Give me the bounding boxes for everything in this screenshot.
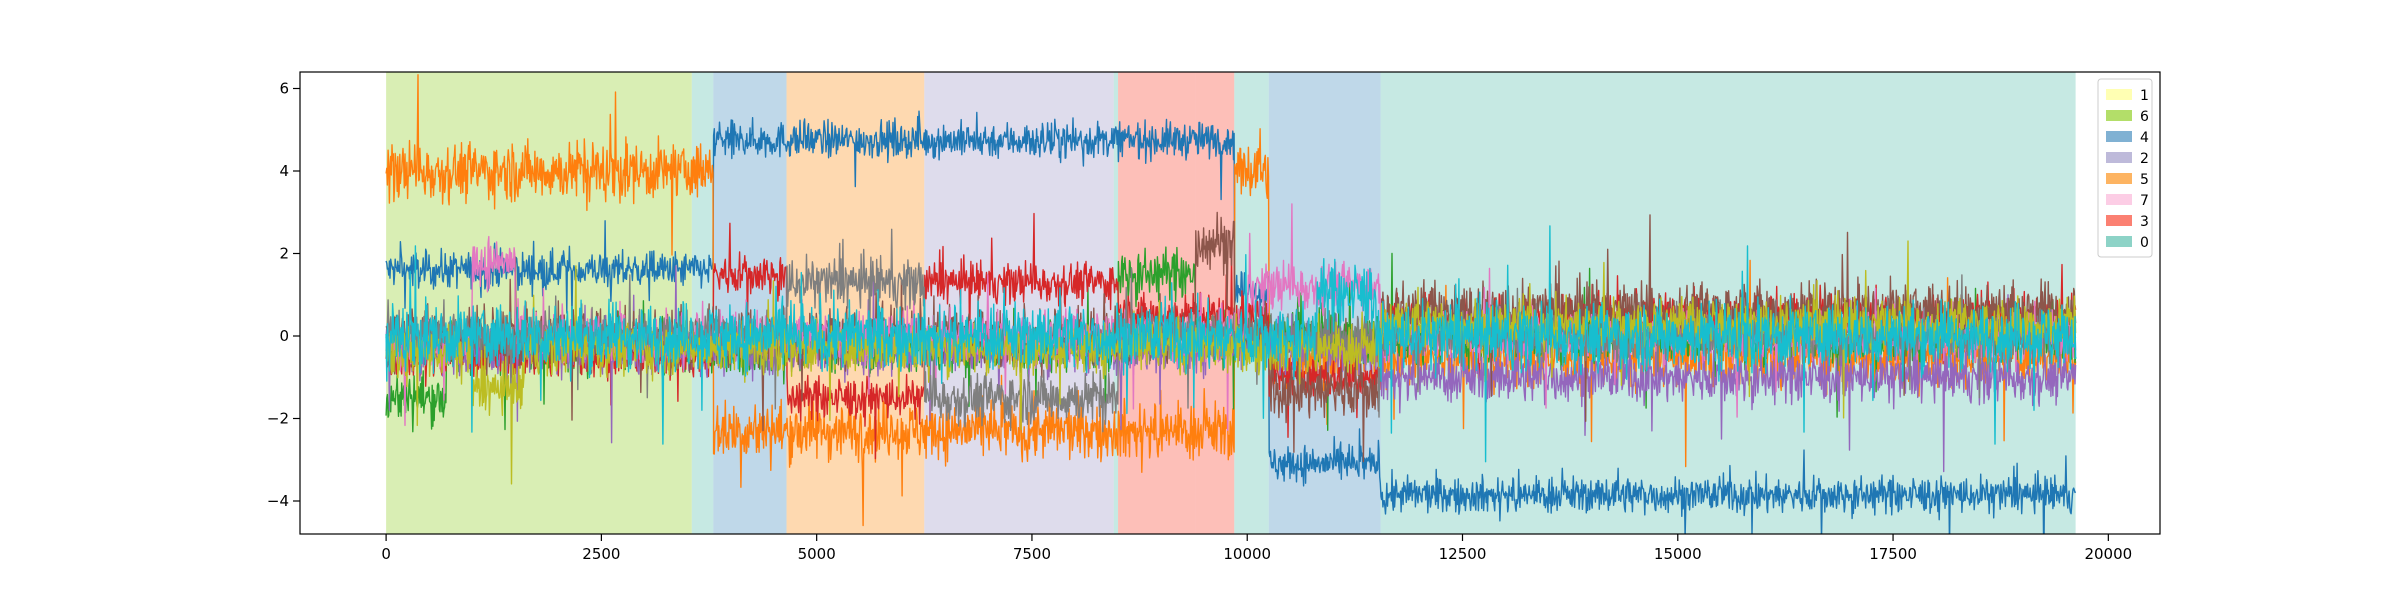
legend-label-3: 3	[2140, 214, 2149, 230]
x-tick-label-17500: 17500	[1869, 545, 1917, 563]
x-tick-label-15000: 15000	[1654, 545, 1702, 563]
legend-swatch-7	[2106, 194, 2132, 205]
region-0-5	[1113, 72, 1119, 534]
x-tick-label-5000: 5000	[798, 545, 836, 563]
legend-label-5: 5	[2140, 172, 2149, 188]
x-tick-label-7500: 7500	[1013, 545, 1051, 563]
region-6-0	[386, 72, 692, 534]
series-line-0	[385, 110, 2077, 534]
y-tick-label--4: −4	[267, 492, 289, 510]
legend-label-4: 4	[2140, 130, 2149, 146]
series-line-9	[385, 225, 2077, 463]
legend-swatch-4	[2106, 131, 2132, 142]
y-axis: −4 −2 0 2 4 6	[267, 80, 300, 510]
legend-swatch-2	[2106, 152, 2132, 163]
x-axis: 0 2500 5000 7500 10000 12500 15000 17500 20000	[381, 534, 2132, 563]
legend: 1 6 4 2 5 7 3 0	[2097, 78, 2153, 258]
legend-swatch-3	[2106, 215, 2132, 226]
x-tick-label-12500: 12500	[1439, 545, 1487, 563]
data-series	[385, 74, 2077, 534]
y-tick-label-6: 6	[279, 80, 289, 98]
y-tick-label-0: 0	[279, 327, 289, 345]
legend-label-0: 0	[2140, 235, 2149, 251]
legend-label-1: 1	[2140, 88, 2149, 104]
y-tick-label-4: 4	[279, 162, 289, 180]
x-tick-label-2500: 2500	[582, 545, 620, 563]
legend-label-6: 6	[2140, 109, 2149, 125]
legend-label-2: 2	[2140, 151, 2149, 167]
y-tick-label-2: 2	[279, 245, 289, 263]
x-tick-label-0: 0	[381, 545, 391, 563]
plot-frame	[299, 71, 2161, 535]
x-tick-label-20000: 20000	[2084, 545, 2132, 563]
legend-swatch-1	[2106, 89, 2132, 100]
legend-swatch-5	[2106, 173, 2132, 184]
y-tick-label--2: −2	[267, 410, 289, 428]
legend-swatch-6	[2106, 110, 2132, 121]
legend-box	[2097, 78, 2153, 258]
x-tick-label-10000: 10000	[1223, 545, 1271, 563]
legend-label-7: 7	[2140, 193, 2149, 209]
legend-swatch-0	[2106, 236, 2132, 247]
